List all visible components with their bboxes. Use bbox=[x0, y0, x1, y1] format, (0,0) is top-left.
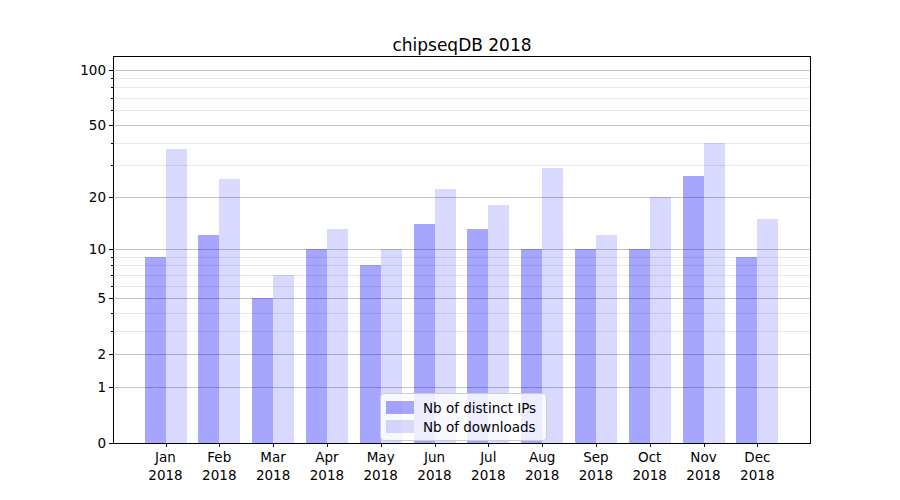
y-tick bbox=[109, 443, 114, 444]
bar-may-distinct-ips bbox=[360, 265, 381, 443]
legend-swatch-distinct-ips bbox=[386, 401, 414, 414]
y-minor-tick bbox=[111, 110, 114, 111]
bar-jan-distinct-ips bbox=[145, 257, 166, 443]
y-tick-label: 20 bbox=[40, 188, 106, 206]
y-minor-tick bbox=[111, 143, 114, 144]
y-tick-label: 100 bbox=[40, 61, 106, 79]
bar-feb-downloads bbox=[219, 179, 240, 443]
chart-title: chipseqDB 2018 bbox=[113, 35, 811, 55]
bar-mar-distinct-ips bbox=[252, 298, 273, 443]
legend-label-downloads: Nb of downloads bbox=[423, 419, 536, 435]
minor-gridline bbox=[114, 110, 810, 111]
y-tick-label: 5 bbox=[40, 289, 106, 307]
bar-apr-downloads bbox=[327, 229, 348, 443]
bar-oct-distinct-ips bbox=[629, 249, 650, 443]
y-minor-tick bbox=[111, 78, 114, 79]
y-minor-tick bbox=[111, 87, 114, 88]
x-tick-label-mar: Mar 2018 bbox=[243, 449, 303, 485]
x-tick-label-jan: Jan 2018 bbox=[136, 449, 196, 485]
x-tick-label-jul: Jul 2018 bbox=[458, 449, 518, 485]
y-tick bbox=[109, 70, 114, 71]
y-tick bbox=[109, 354, 114, 355]
legend-swatch-downloads bbox=[386, 420, 414, 433]
x-tick bbox=[166, 443, 167, 447]
y-tick bbox=[109, 197, 114, 198]
bar-oct-downloads bbox=[650, 197, 671, 443]
x-tick bbox=[219, 443, 220, 447]
x-tick-label-feb: Feb 2018 bbox=[189, 449, 249, 485]
y-minor-tick bbox=[111, 98, 114, 99]
minor-gridline bbox=[114, 98, 810, 99]
y-tick bbox=[109, 298, 114, 299]
x-tick-label-jun: Jun 2018 bbox=[405, 449, 465, 485]
x-tick-label-dec: Dec 2018 bbox=[727, 449, 787, 485]
x-tick bbox=[435, 443, 436, 447]
bar-dec-downloads bbox=[757, 219, 778, 443]
y-tick-label: 0 bbox=[40, 434, 106, 452]
x-tick bbox=[704, 443, 705, 447]
y-minor-tick bbox=[111, 275, 114, 276]
y-tick-label: 2 bbox=[40, 345, 106, 363]
minor-gridline bbox=[114, 87, 810, 88]
bar-dec-distinct-ips bbox=[736, 257, 757, 443]
legend-label-distinct-ips: Nb of distinct IPs bbox=[423, 400, 536, 416]
y-tick-label: 1 bbox=[40, 378, 106, 396]
legend-item-distinct-ips: Nb of distinct IPs bbox=[386, 398, 536, 417]
bar-sep-distinct-ips bbox=[575, 249, 596, 443]
y-minor-tick bbox=[111, 313, 114, 314]
x-tick bbox=[273, 443, 274, 447]
x-tick-label-nov: Nov 2018 bbox=[674, 449, 734, 485]
legend: Nb of distinct IPs Nb of downloads bbox=[380, 393, 547, 441]
x-tick-label-apr: Apr 2018 bbox=[297, 449, 357, 485]
bar-jan-downloads bbox=[166, 149, 187, 443]
x-tick bbox=[542, 443, 543, 447]
y-tick bbox=[109, 387, 114, 388]
y-tick bbox=[109, 249, 114, 250]
bar-mar-downloads bbox=[273, 275, 294, 443]
plot-area bbox=[113, 56, 811, 444]
y-tick-label: 50 bbox=[40, 116, 106, 134]
y-tick-label: 10 bbox=[40, 240, 106, 258]
bar-nov-distinct-ips bbox=[683, 176, 704, 443]
major-gridline bbox=[114, 70, 810, 71]
major-gridline bbox=[114, 125, 810, 126]
bar-feb-distinct-ips bbox=[198, 235, 219, 443]
minor-gridline bbox=[114, 78, 810, 79]
x-tick bbox=[488, 443, 489, 447]
x-tick-label-oct: Oct 2018 bbox=[620, 449, 680, 485]
x-tick bbox=[596, 443, 597, 447]
y-tick bbox=[109, 125, 114, 126]
bar-apr-distinct-ips bbox=[306, 249, 327, 443]
x-tick bbox=[327, 443, 328, 447]
x-tick-label-may: May 2018 bbox=[351, 449, 411, 485]
y-minor-tick bbox=[111, 257, 114, 258]
bar-sep-downloads bbox=[596, 235, 617, 443]
bar-nov-downloads bbox=[704, 143, 725, 443]
legend-item-downloads: Nb of downloads bbox=[386, 417, 536, 436]
y-minor-tick bbox=[111, 331, 114, 332]
x-tick-label-aug: Aug 2018 bbox=[512, 449, 572, 485]
y-minor-tick bbox=[111, 165, 114, 166]
x-tick bbox=[650, 443, 651, 447]
x-tick bbox=[757, 443, 758, 447]
y-minor-tick bbox=[111, 265, 114, 266]
y-minor-tick bbox=[111, 286, 114, 287]
figure: chipseqDB 2018 0 1 2 5 10 20 50 100 Jan 2018Feb … bbox=[0, 0, 900, 500]
x-tick-label-sep: Sep 2018 bbox=[566, 449, 626, 485]
x-tick bbox=[381, 443, 382, 447]
